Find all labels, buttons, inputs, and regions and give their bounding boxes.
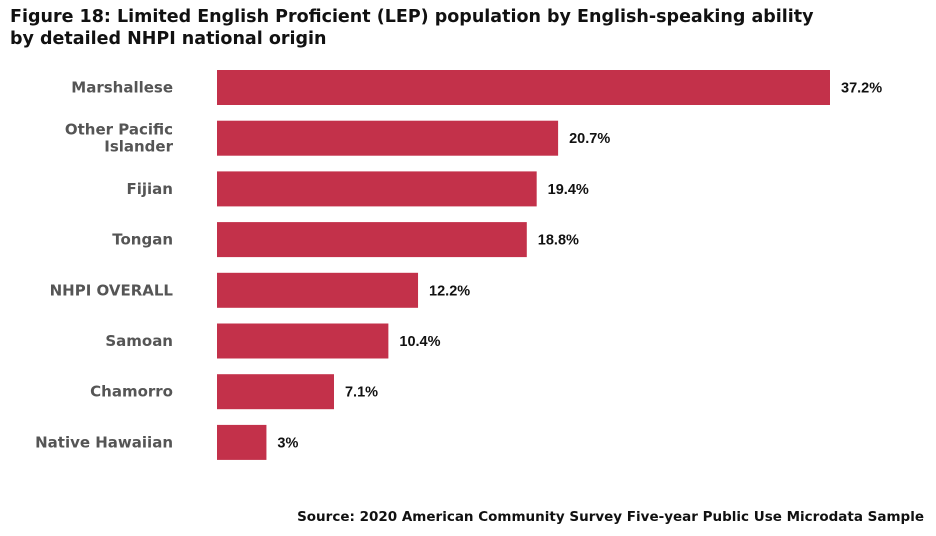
bar (217, 323, 389, 359)
bar-value-label: 18.8% (538, 233, 579, 249)
chart-title: Figure 18: Limited English Proficient (L… (10, 6, 910, 50)
category-label-line: Samoan (105, 332, 173, 350)
bar-value-label: 20.7% (569, 131, 610, 147)
category-label: NHPI OVERALL (50, 281, 174, 299)
category-label-line: Tongan (112, 231, 173, 249)
category-label: Fijian (127, 180, 173, 198)
chart-title-line-2: by detailed NHPI national origin (10, 29, 327, 49)
bar-value-label: 7.1% (345, 385, 378, 401)
category-label: Chamorro (90, 383, 173, 401)
source-note: Source: 2020 American Community Survey F… (297, 509, 924, 525)
bar-value-label: 19.4% (548, 182, 589, 198)
chart-title-line-1: Figure 18: Limited English Proficient (L… (10, 7, 814, 27)
bar-value-label: 12.2% (429, 283, 470, 299)
category-label: Other Pacific Islander (65, 121, 174, 156)
category-label-line: Marshallese (71, 79, 173, 97)
category-label: Marshallese (71, 79, 173, 97)
category-label-line: Other Pacific (65, 121, 173, 139)
bar-value-label: 10.4% (399, 334, 440, 350)
bar (217, 272, 419, 308)
category-label: Native Hawaiian (35, 433, 173, 451)
category-label-line: NHPI OVERALL (50, 281, 174, 299)
category-label-line: Native Hawaiian (35, 433, 173, 451)
bar (217, 120, 559, 156)
bar (217, 70, 830, 105)
category-label: Tongan (112, 231, 173, 249)
category-label-line: Fijian (127, 180, 173, 198)
bar (217, 222, 527, 258)
bar (217, 374, 334, 410)
category-label-line: Chamorro (90, 383, 173, 401)
bar-value-label: 37.2% (841, 81, 882, 97)
bar-value-label: 3% (277, 435, 298, 451)
bar (217, 424, 267, 460)
category-label: Samoan (105, 332, 173, 350)
category-label-line: Islander (104, 138, 173, 156)
bar (217, 171, 537, 207)
